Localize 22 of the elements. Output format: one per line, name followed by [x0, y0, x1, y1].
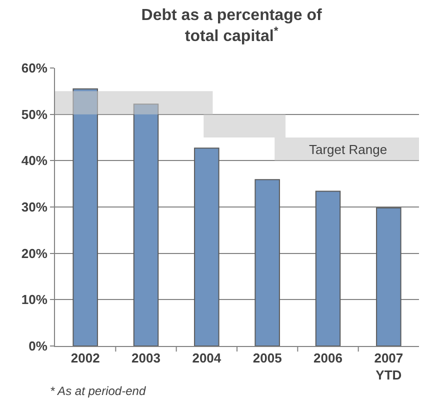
y-tick-label: 40%	[21, 153, 48, 168]
bar	[376, 207, 402, 346]
y-tick-label: 60%	[21, 60, 48, 76]
band-label: Target Range	[309, 142, 388, 157]
x-tick-label: 2004	[192, 350, 222, 366]
x-tick-label: 2003	[132, 350, 160, 366]
y-tick-label: 50%	[21, 106, 48, 122]
bar	[133, 104, 159, 346]
y-tick-label: 30%	[21, 200, 48, 215]
x-tick-label: 2005	[252, 350, 282, 366]
x-tick-label: 2007 YTD	[374, 350, 404, 382]
text: * As at period-end	[50, 384, 146, 398]
bar	[194, 148, 220, 346]
x-tick-label: 2006	[314, 350, 342, 366]
y-tick-label: 20%	[21, 246, 48, 261]
bar	[72, 88, 98, 346]
chart-title: Debt as a percentage of total capital$^{*}$	[141, 7, 322, 45]
y-tick-label: 0%	[28, 338, 48, 354]
bar	[315, 190, 341, 346]
bar	[254, 179, 280, 346]
y-tick-label: 10%	[21, 292, 48, 308]
x-tick-label: 2002	[70, 350, 100, 366]
